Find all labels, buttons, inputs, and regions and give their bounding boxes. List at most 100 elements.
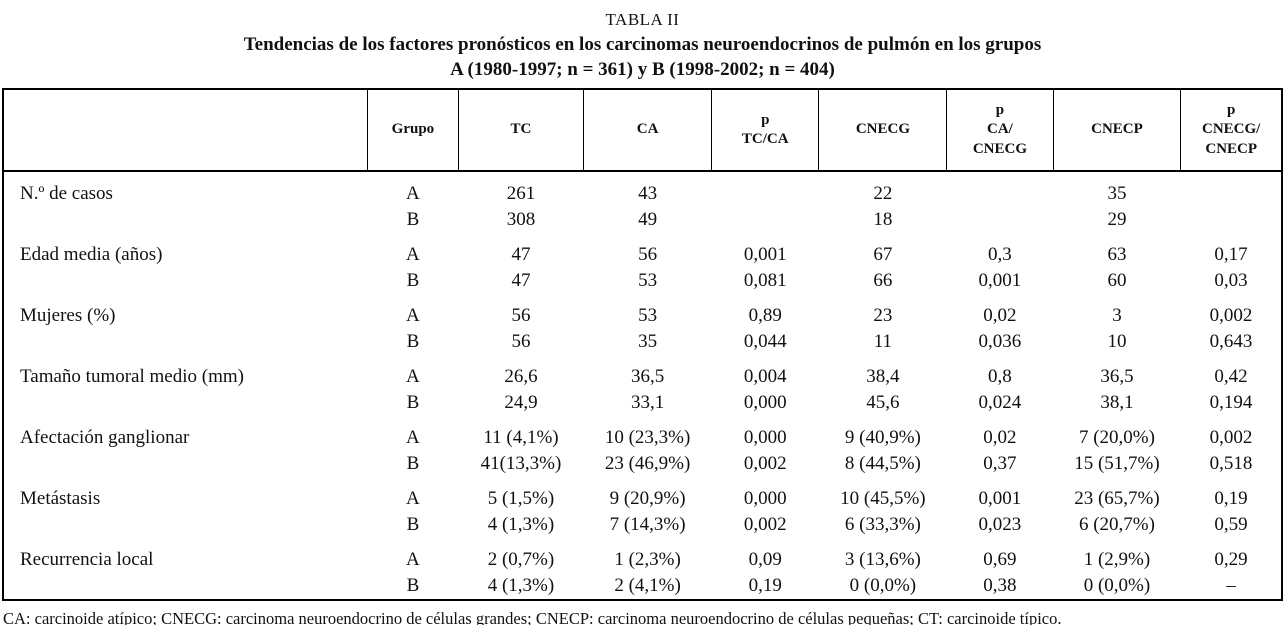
- value-cell: 0,8: [988, 366, 1012, 387]
- value-cell: 7 (20,0%): [1078, 427, 1155, 448]
- value-cell: 0,000: [743, 427, 787, 448]
- grupo-cell: A: [406, 183, 420, 204]
- table-row: B 308 49 18 29: [3, 207, 1282, 233]
- table-title-block: TABLA II Tendencias de los factores pron…: [0, 0, 1285, 82]
- value-cell: 2 (0,7%): [487, 549, 555, 570]
- value-cell: 67: [873, 244, 893, 265]
- value-cell: 0,38: [983, 575, 1017, 596]
- value-cell: 10: [1107, 331, 1127, 352]
- grupo-cell: B: [406, 392, 420, 413]
- value-cell: 6 (20,7%): [1078, 514, 1155, 535]
- value-cell: –: [1226, 575, 1236, 596]
- col-header-grupo: Grupo: [367, 89, 459, 172]
- table-header-row: Grupo TC CA p TC/CA CNECG p CA/ CNECG CN…: [2, 89, 1283, 172]
- table-caption-line1: Tendencias de los factores pronósticos e…: [243, 34, 1042, 55]
- col-header-p-cnecg-cnecp: p CNECG/ CNECP: [1180, 89, 1283, 172]
- table-row: Edad media (años) A 47 56 0,001 67 0,3 63 0,17: [3, 233, 1282, 268]
- value-cell: 0,081: [743, 270, 787, 291]
- grupo-cell: A: [406, 488, 420, 509]
- factor-label: [3, 390, 368, 416]
- value-cell: 0,001: [743, 244, 787, 265]
- col-header-p-ca-cnecg: p CA/ CNECG: [946, 89, 1054, 172]
- col-header-factor: [2, 89, 369, 172]
- table-number-label: TABLA II: [605, 10, 680, 29]
- value-cell: 23: [873, 305, 893, 326]
- table-row: B 41(13,3%) 23 (46,9%) 0,002 8 (44,5%) 0,37 15…: [3, 451, 1282, 477]
- value-cell: 15 (51,7%): [1074, 453, 1160, 474]
- table-row: N.º de casos A 261 43 22 35: [3, 171, 1282, 207]
- value-cell: 35: [1107, 183, 1127, 204]
- value-cell: 49: [638, 209, 658, 230]
- value-cell: 56: [511, 305, 531, 326]
- value-cell: 26,6: [504, 366, 538, 387]
- value-cell: 0,000: [743, 392, 787, 413]
- table-row: Afectación ganglionar A 11 (4,1%) 10 (23,3%…: [3, 416, 1282, 451]
- table-row: B 4 (1,3%) 2 (4,1%) 0,19 0 (0,0%) 0,38 0 (0,0%…: [3, 573, 1282, 600]
- value-cell: 47: [511, 244, 531, 265]
- value-cell: 0,024: [978, 392, 1022, 413]
- value-cell: 4 (1,3%): [487, 575, 555, 596]
- col-header-ca: CA: [583, 89, 713, 172]
- factor-label: [3, 268, 368, 294]
- value-cell: 56: [511, 331, 531, 352]
- value-cell: 36,5: [1100, 366, 1134, 387]
- factor-label: [3, 512, 368, 538]
- value-cell: 0,19: [748, 575, 782, 596]
- value-cell: 0,09: [748, 549, 782, 570]
- factor-label: Recurrencia local: [20, 549, 154, 570]
- table-row: B 47 53 0,081 66 0,001 60 0,03: [3, 268, 1282, 294]
- value-cell: 23 (65,7%): [1074, 488, 1160, 509]
- value-cell: 11 (4,1%): [483, 427, 559, 448]
- value-cell: 63: [1107, 244, 1127, 265]
- col-header-p-tc-ca: p TC/CA: [711, 89, 820, 172]
- grupo-cell: A: [406, 366, 420, 387]
- grupo-cell: B: [406, 514, 420, 535]
- table-row: Tamaño tumoral medio (mm) A 26,6 36,5 0,004 3…: [3, 355, 1282, 390]
- value-cell: 23 (46,9%): [604, 453, 691, 474]
- value-cell: 3 (13,6%): [844, 549, 921, 570]
- value-cell: 0,001: [978, 488, 1022, 509]
- value-cell: 60: [1107, 270, 1127, 291]
- value-cell: 7 (14,3%): [609, 514, 686, 535]
- factor-label: Edad media (años): [20, 244, 163, 265]
- value-cell: 0,03: [1214, 270, 1248, 291]
- value-cell: 18: [873, 209, 893, 230]
- value-cell: 261: [506, 183, 536, 204]
- value-cell: 0,518: [1209, 453, 1253, 474]
- value-cell: 0,69: [983, 549, 1017, 570]
- table-row: B 24,9 33,1 0,000 45,6 0,024 38,1 0,194: [3, 390, 1282, 416]
- value-cell: 0,044: [743, 331, 787, 352]
- table-caption-line2: A (1980-1997; n = 361) y B (1998-2002; n…: [450, 59, 835, 80]
- value-cell: 22: [873, 183, 893, 204]
- value-cell: [947, 171, 1053, 207]
- value-cell: 0,023: [978, 514, 1022, 535]
- table-row: Metástasis A 5 (1,5%) 9 (20,9%) 0,000 10 (45,…: [3, 477, 1282, 512]
- factor-label: [3, 451, 368, 477]
- col-header-cnecp: CNECP: [1052, 89, 1182, 172]
- value-cell: 0 (0,0%): [849, 575, 917, 596]
- value-cell: 0,59: [1214, 514, 1248, 535]
- value-cell: 41(13,3%): [480, 453, 562, 474]
- factor-label: [3, 207, 368, 233]
- value-cell: 0,194: [1209, 392, 1253, 413]
- value-cell: 0 (0,0%): [1083, 575, 1151, 596]
- value-cell: 0,643: [1209, 331, 1253, 352]
- value-cell: 45,6: [866, 392, 900, 413]
- factor-label: Tamaño tumoral medio (mm): [20, 366, 244, 387]
- value-cell: 2 (4,1%): [614, 575, 681, 596]
- factor-label: Mujeres (%): [20, 305, 116, 326]
- value-cell: 66: [873, 270, 893, 291]
- value-cell: 0,02: [983, 427, 1017, 448]
- value-cell: 0,29: [1214, 549, 1248, 570]
- factor-label: Metástasis: [20, 488, 101, 509]
- value-cell: [1181, 207, 1282, 233]
- value-cell: 0,17: [1214, 244, 1248, 265]
- value-cell: 4 (1,3%): [487, 514, 555, 535]
- grupo-cell: B: [406, 209, 420, 230]
- table-row: Recurrencia local A 2 (0,7%) 1 (2,3%) 0,09 3 …: [3, 538, 1282, 573]
- table-row: B 4 (1,3%) 7 (14,3%) 0,002 6 (33,3%) 0,023 6 (…: [3, 512, 1282, 538]
- value-cell: 0,3: [988, 244, 1012, 265]
- grupo-cell: A: [406, 427, 420, 448]
- grupo-cell: B: [406, 331, 420, 352]
